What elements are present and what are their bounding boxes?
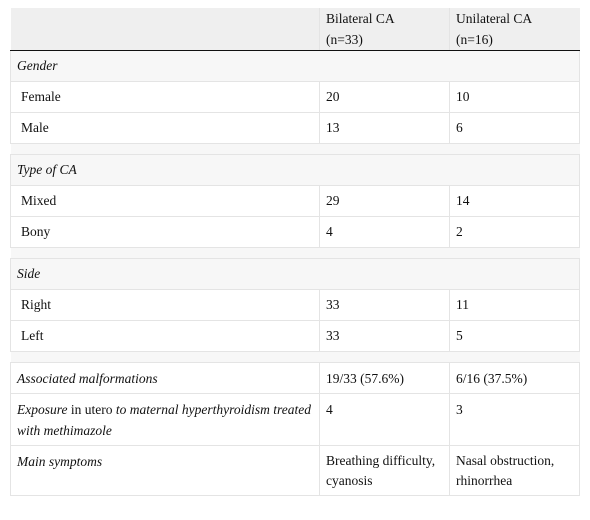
unilateral-value: 6 [449,112,580,144]
bilateral-value: 33 [319,320,450,352]
bilateral-value: 33 [319,289,450,321]
unilateral-value: 11 [449,289,580,321]
unilateral-value: 6/16 (37.5%) [449,362,580,394]
header-bilateral: Bilateral CA (n=33) [319,8,450,51]
unilateral-value: 14 [449,185,580,217]
bilateral-value: 4 [319,393,450,446]
row-label: Mixed [10,185,320,217]
bilateral-value: 4 [319,216,450,248]
bilateral-value: 13 [319,112,450,144]
unilateral-value: Nasal obstruction, rhinorrhea [449,445,580,496]
header-unilateral-title: Unilateral CA [456,11,533,26]
table-row: Bony 4 2 [10,216,580,248]
row-label: Right [10,289,320,321]
section-row-gender: Gender [10,50,580,82]
table-row: Left 33 5 [10,320,580,352]
row-label: Main symptoms [10,445,320,496]
exposure-label-part1: Exposure [17,402,68,417]
section-row-side: Side [10,258,580,290]
section-title: Type of CA [10,154,580,186]
spacer-row [10,351,580,363]
header-empty-cell [10,8,320,51]
table-row: Female 20 10 [10,81,580,113]
header-unilateral-count: (n=16) [456,32,493,47]
unilateral-value: 10 [449,81,580,113]
table-row: Mixed 29 14 [10,185,580,217]
table-row-main-symptoms: Main symptoms Breathing difficulty, cyan… [10,445,580,496]
row-label: Left [10,320,320,352]
header-unilateral: Unilateral CA (n=16) [449,8,580,51]
bilateral-value: 20 [319,81,450,113]
bilateral-value: Breathing difficulty, cyanosis [319,445,450,496]
row-label: Exposure in utero to maternal hyperthyro… [10,393,320,446]
table-row: Male 13 6 [10,112,580,144]
table-header-row: Bilateral CA (n=33) Unilateral CA (n=16) [10,8,580,51]
exposure-label-part2: in utero [67,402,116,417]
data-table: Bilateral CA (n=33) Unilateral CA (n=16)… [10,8,580,496]
unilateral-value: 3 [449,393,580,446]
header-bilateral-count: (n=33) [326,32,363,47]
exposure-label-part3: to maternal hyperthyroidism treated with… [17,402,311,438]
table-row-exposure: Exposure in utero to maternal hyperthyro… [10,393,580,446]
row-label: Associated malformations [10,362,320,394]
bilateral-value: 29 [319,185,450,217]
section-title: Gender [10,50,580,82]
table-row: Right 33 11 [10,289,580,321]
section-title: Side [10,258,580,290]
spacer-row [10,247,580,259]
row-label: Male [10,112,320,144]
header-bilateral-title: Bilateral CA [326,11,395,26]
section-row-type: Type of CA [10,154,580,186]
unilateral-value: 2 [449,216,580,248]
spacer-row [10,143,580,155]
row-label: Bony [10,216,320,248]
bilateral-value: 19/33 (57.6%) [319,362,450,394]
row-label: Female [10,81,320,113]
table-container: Bilateral CA (n=33) Unilateral CA (n=16)… [10,8,580,496]
unilateral-value: 5 [449,320,580,352]
table-row-associated-malformations: Associated malformations 19/33 (57.6%) 6… [10,362,580,394]
